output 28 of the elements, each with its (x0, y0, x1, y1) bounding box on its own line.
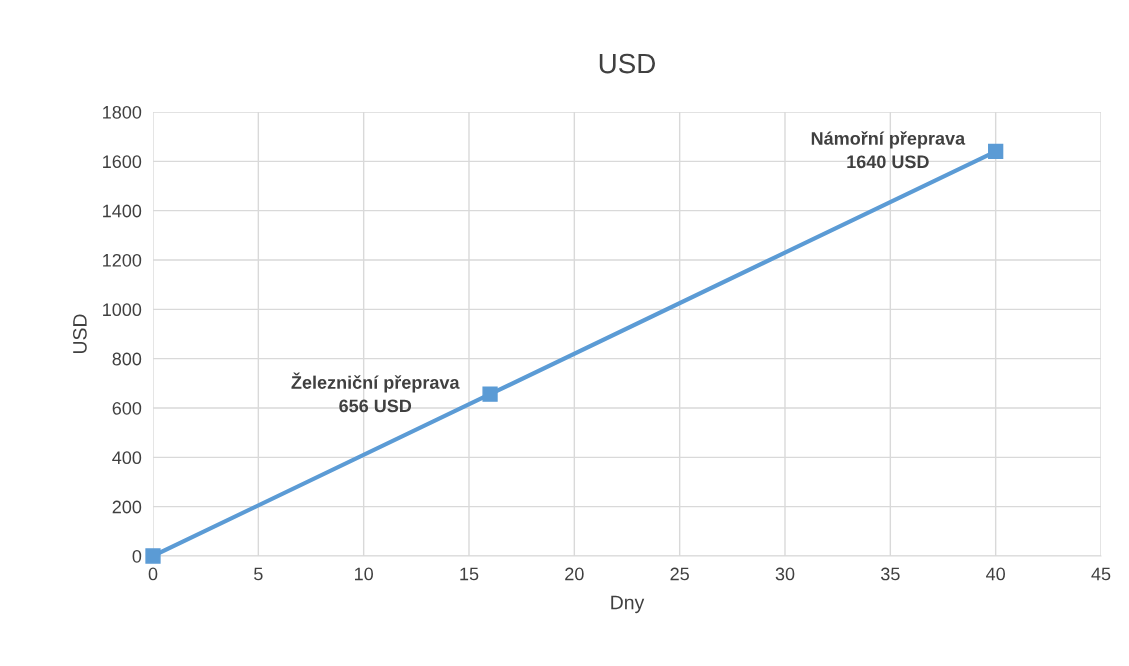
y-tick-label: 1800 (103, 105, 142, 119)
y-tick-label: 1200 (103, 253, 142, 267)
x-tick-label: 5 (254, 567, 263, 581)
x-tick-label: 30 (775, 567, 795, 581)
y-tick-label: 0 (132, 549, 142, 563)
annotation: Námořní přeprava 1640 USD (811, 131, 966, 169)
y-tick-label: 1600 (103, 155, 142, 169)
point (988, 143, 1004, 160)
y-tick-label: 200 (112, 500, 142, 514)
x-tick-label: 20 (565, 567, 584, 581)
x-tick-label: 40 (986, 567, 1005, 581)
annotation: Železniční přeprava 656 USD (291, 372, 460, 413)
chart-title: USD (599, 53, 655, 74)
x-tick-label: 35 (880, 567, 900, 581)
y-tick-label: 1400 (103, 204, 142, 218)
y-tick-label: 1000 (103, 303, 142, 317)
x-tick-label: 0 (148, 567, 158, 581)
point (145, 548, 161, 564)
x-tick-label: 45 (1091, 567, 1111, 581)
x-axis-title: Dny (611, 595, 645, 614)
x-tick-label: 15 (460, 567, 479, 581)
y-tick-label: 400 (112, 451, 142, 465)
y-tick-label: 600 (112, 401, 142, 415)
x-tick-label: 25 (670, 567, 689, 581)
x-tick-label: 10 (355, 567, 373, 581)
y-axis-title: USD (73, 314, 87, 354)
point (482, 386, 498, 402)
y-tick-label: 800 (112, 352, 142, 366)
